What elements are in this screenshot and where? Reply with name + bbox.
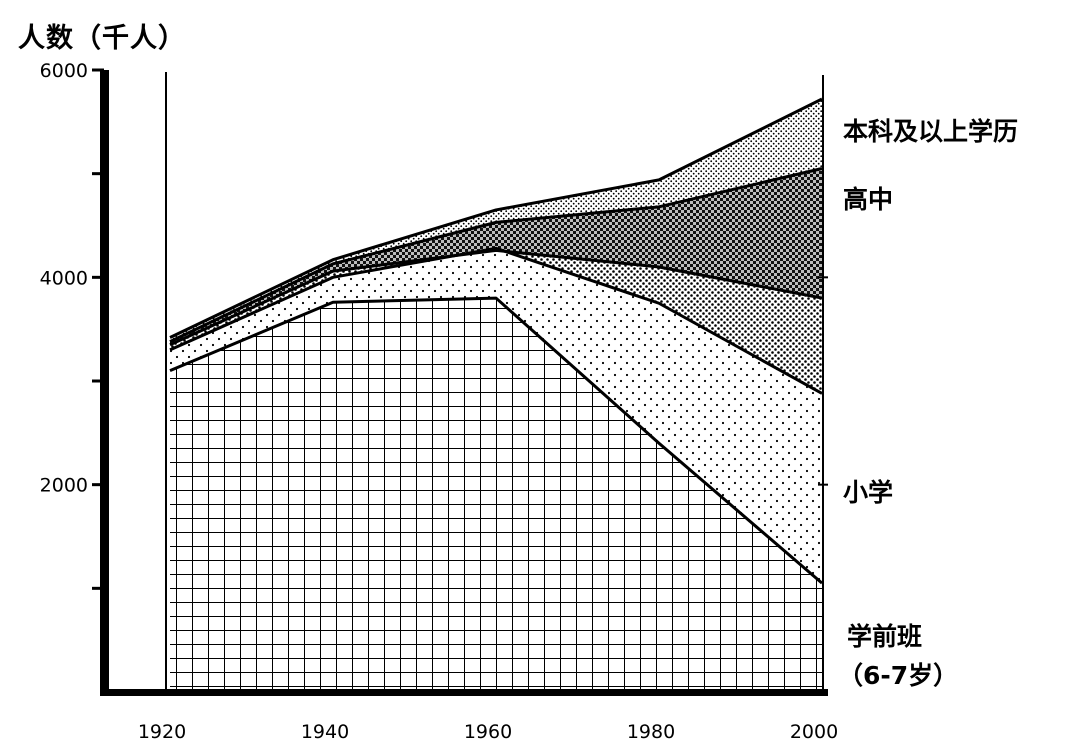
y-tick-label: 2000 [40, 475, 88, 497]
x-axis-bar [100, 689, 828, 696]
boundary-line [169, 248, 823, 347]
area-preschool [170, 298, 822, 692]
area-bachelor [170, 99, 822, 342]
axes [92, 68, 828, 696]
y-tick-label: 4000 [40, 267, 88, 289]
boundary-line [169, 246, 823, 395]
label-bachelor: 本科及以上学历 [843, 117, 1018, 146]
area-high-school [170, 168, 822, 345]
boundary-line [169, 167, 823, 343]
x-tick-label: 1940 [301, 721, 349, 743]
label-preschool-age: （6-7岁） [838, 661, 958, 690]
area-middle [170, 248, 822, 394]
x-tick-label: 1960 [464, 721, 512, 743]
boundary-lines [169, 97, 823, 585]
y-axis-title: 人数（千人） [18, 23, 186, 54]
x-tick-label: 2000 [790, 721, 838, 743]
area-layers [170, 99, 822, 692]
boundary-line [169, 296, 823, 585]
label-high-school: 高中 [843, 185, 893, 214]
x-tick-label: 1920 [138, 721, 186, 743]
tick-labels: 2000 4000 6000 1920 1940 1960 1980 2000 [40, 60, 839, 743]
x-tick-label: 1980 [627, 721, 675, 743]
label-preschool: 学前班 [847, 622, 922, 651]
area-primary [170, 248, 822, 584]
boundary-line [169, 97, 823, 339]
label-primary: 小学 [843, 478, 893, 507]
y-tick-label: 6000 [40, 60, 88, 82]
y-axis-bar [100, 70, 109, 695]
